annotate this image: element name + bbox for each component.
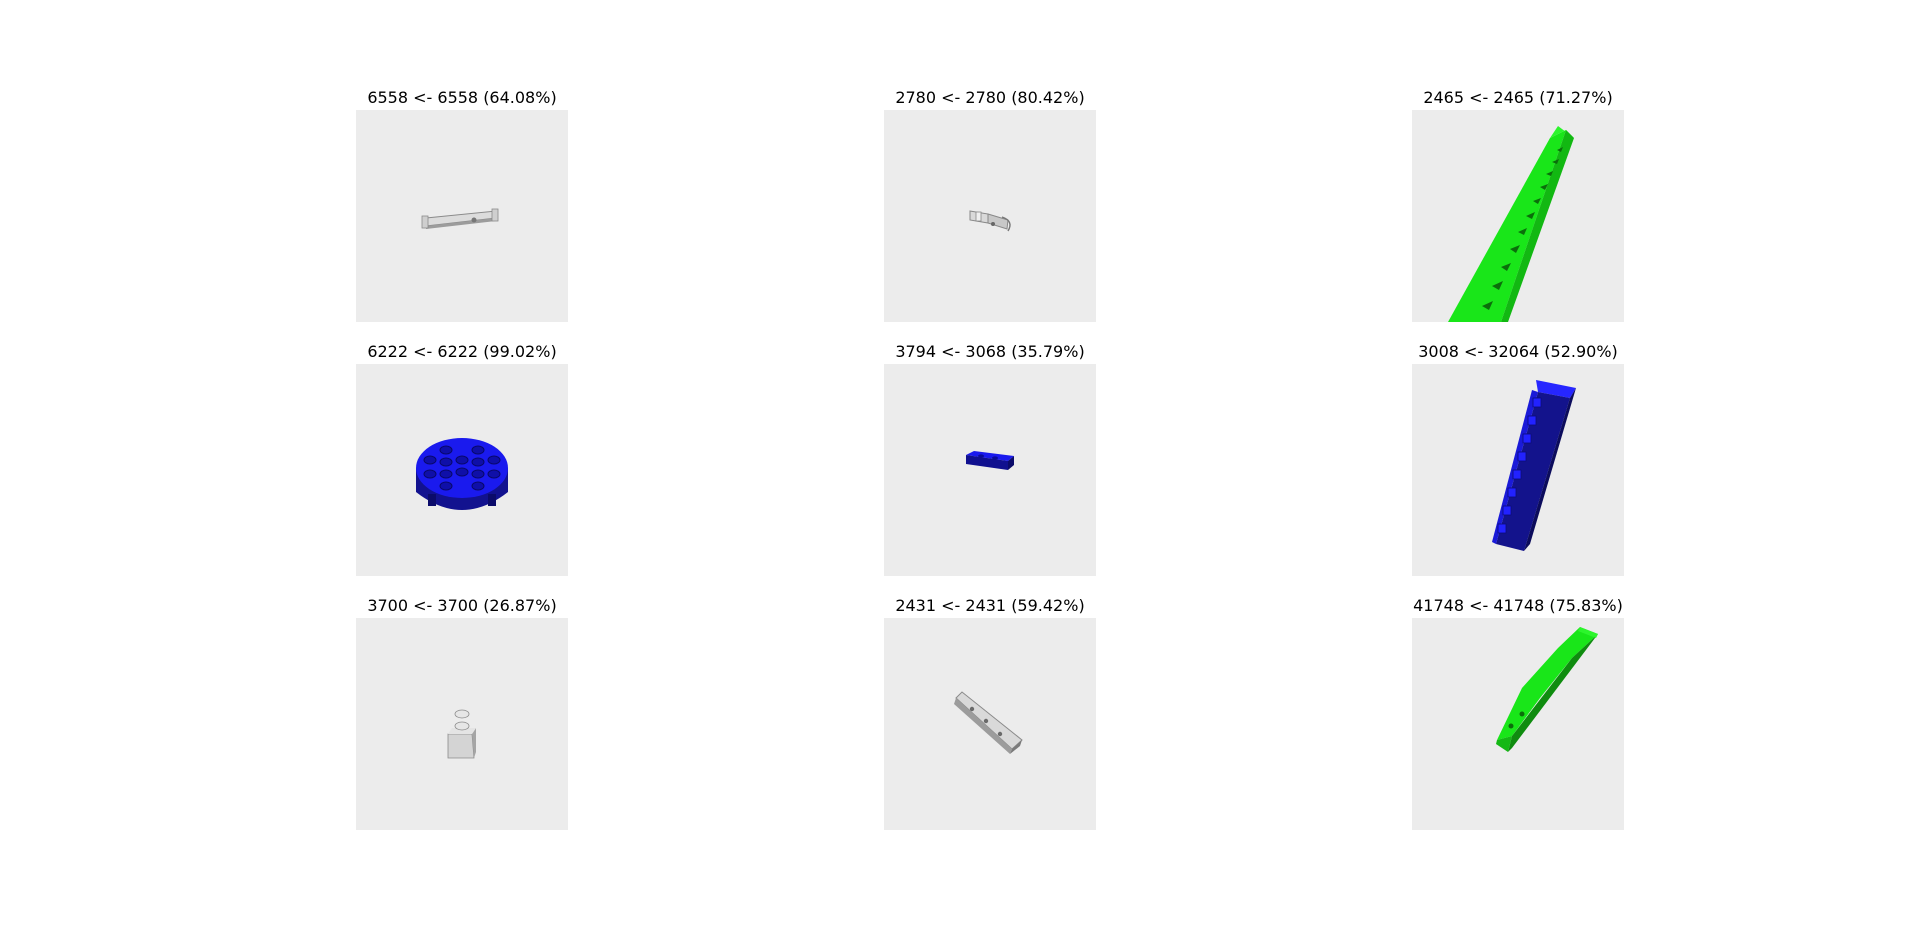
panel-title: 6558 <- 6558 (64.08%)	[367, 88, 557, 107]
technic-pin-long-render	[421, 208, 499, 229]
part-image-frame	[884, 110, 1096, 322]
part-image-frame	[356, 364, 568, 576]
panel-title: 3008 <- 32064 (52.90%)	[1418, 342, 1618, 361]
tile-render	[954, 691, 1023, 754]
panel-title: 2780 <- 2780 (80.42%)	[895, 88, 1085, 107]
panel-title: 2465 <- 2465 (71.27%)	[1423, 88, 1613, 107]
panel-title: 3700 <- 3700 (26.87%)	[367, 596, 557, 615]
round-brick-render	[416, 438, 508, 510]
part-image-frame	[1412, 618, 1624, 830]
part-image-frame	[884, 618, 1096, 830]
technic-brick-render	[447, 709, 476, 759]
technic-pin-render	[969, 210, 1011, 232]
brick-1x8-render	[1492, 380, 1576, 551]
small-plate-render	[966, 451, 1014, 470]
wedge-plate-render	[1496, 627, 1598, 752]
part-image-frame	[356, 110, 568, 322]
long-brick-render	[1448, 126, 1574, 322]
panel-title: 6222 <- 6222 (99.02%)	[367, 342, 557, 361]
part-image-frame	[356, 618, 568, 830]
part-image-frame	[1412, 110, 1624, 322]
panel-title: 3794 <- 3068 (35.79%)	[895, 342, 1085, 361]
panel-title: 41748 <- 41748 (75.83%)	[1413, 596, 1623, 615]
part-image-frame	[884, 364, 1096, 576]
panel-title: 2431 <- 2431 (59.42%)	[895, 596, 1085, 615]
part-image-frame	[1412, 364, 1624, 576]
